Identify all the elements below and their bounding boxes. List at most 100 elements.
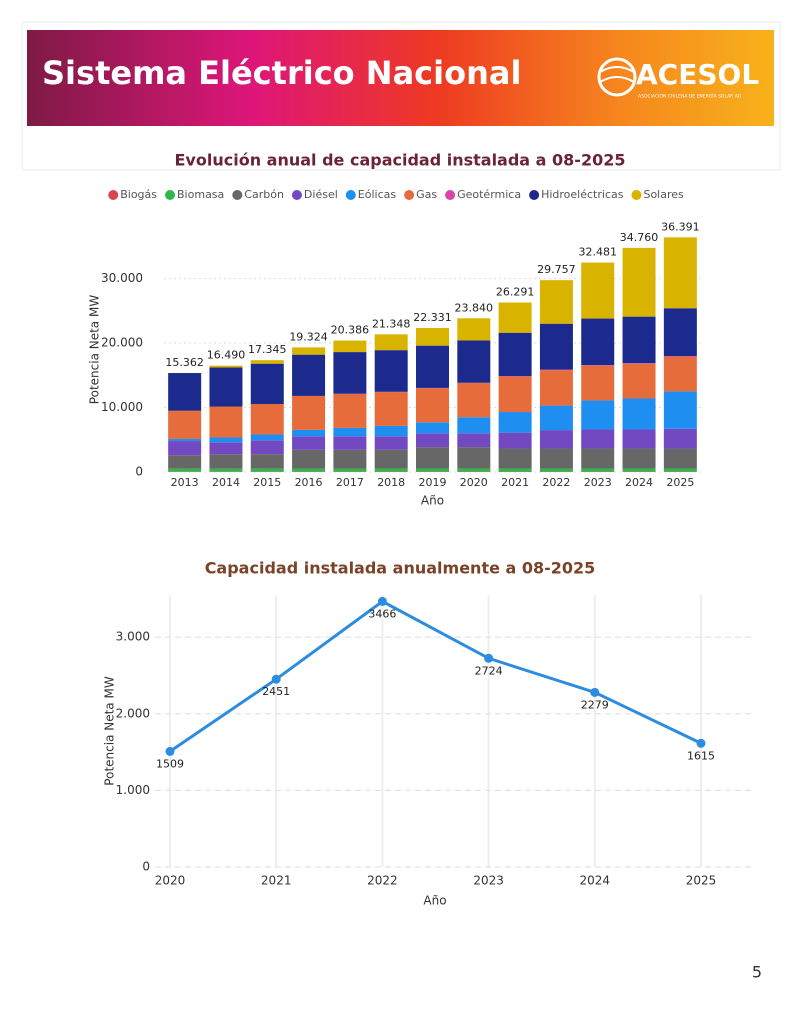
bar-segment: [168, 438, 202, 442]
bar-segment: [209, 406, 243, 438]
bar-segment: [374, 334, 408, 351]
bar-segment: [374, 425, 408, 437]
legend-marker: [108, 190, 119, 200]
legend-label: Geotérmica: [457, 188, 521, 201]
data-label: 1509: [156, 757, 184, 770]
header-banner: [27, 30, 774, 126]
bar-segment: [333, 427, 367, 437]
y-tick-label: 3.000: [116, 630, 150, 644]
logo-icon: [597, 57, 637, 97]
bar-segment: [250, 363, 284, 404]
bar-segment: [333, 436, 367, 450]
bar-segment: [539, 280, 573, 324]
bar-segment: [498, 448, 532, 469]
bar-segment: [622, 363, 656, 399]
x-tick-label: 2014: [212, 476, 240, 489]
point: [377, 596, 387, 606]
bar-segment: [292, 347, 326, 355]
total-label: 34.760: [620, 231, 659, 244]
bar-segment: [209, 454, 243, 469]
legend-label: Biogás: [120, 188, 157, 201]
x-tick-label: 2016: [295, 476, 323, 489]
data-label: 2279: [581, 698, 609, 711]
legend-marker: [232, 190, 243, 200]
bar-segment: [168, 373, 202, 411]
bar-segment: [416, 345, 449, 388]
legend-label: Carbón: [244, 188, 284, 201]
bar-segment: [457, 447, 491, 469]
x-tick-label: 2021: [501, 476, 529, 489]
bar-segment: [168, 468, 202, 472]
bar-segment: [622, 448, 656, 469]
bar-segment: [333, 340, 367, 353]
logo-tagline: ASOCIACIÓN CHILENA DE ENERGÍA SOLAR AG: [638, 93, 742, 100]
legend-label: Hidroeléctricas: [541, 188, 624, 201]
total-label: 19.324: [289, 330, 328, 343]
bar-segment: [250, 403, 284, 435]
bar-segment: [416, 447, 449, 469]
bar-segment: [416, 433, 449, 448]
x-tick-label: 2022: [367, 874, 398, 888]
data-label: 3466: [368, 607, 396, 620]
bar-segment: [622, 316, 656, 364]
legend-label: Biomasa: [177, 188, 224, 201]
chart-title: Evolución anual de capacidad instalada a…: [175, 151, 626, 170]
y-tick-label: 2.000: [116, 706, 150, 720]
bar-segment: [539, 369, 573, 371]
x-tick-label: 2022: [542, 476, 570, 489]
bar-segment: [622, 363, 656, 364]
data-label: 2724: [475, 664, 503, 677]
bar-segment: [498, 412, 532, 433]
point: [271, 674, 281, 684]
x-tick-label: 2023: [584, 476, 612, 489]
bar-segment: [292, 395, 326, 430]
legend-marker: [445, 190, 456, 200]
bar-segment: [622, 468, 656, 472]
bar-segment: [498, 432, 532, 449]
bar-segment: [539, 405, 573, 431]
x-tick-label: 2013: [171, 476, 199, 489]
total-label: 20.386: [331, 324, 370, 337]
bar-segment: [498, 376, 532, 377]
bar-segment: [457, 318, 491, 341]
x-axis-title: Año: [421, 494, 444, 508]
bar-segment: [622, 429, 656, 449]
bar-segment: [292, 354, 326, 396]
legend-label: Solares: [643, 188, 684, 201]
x-tick-label: 2020: [460, 476, 488, 489]
bar-segment: [250, 434, 284, 441]
bar-segment: [209, 468, 243, 472]
bar-segment: [622, 247, 656, 317]
total-label: 21.348: [372, 317, 411, 330]
line: [169, 599, 702, 753]
bar-segment: [374, 350, 408, 392]
bar-segment: [250, 468, 284, 472]
total-label: 16.490: [207, 349, 246, 362]
total-label: 36.391: [661, 220, 700, 233]
bar-segment: [292, 449, 326, 469]
y-tick-label: 20.000: [101, 336, 143, 350]
bar-segment: [663, 448, 697, 469]
bar-segment: [663, 356, 697, 357]
bar-segment: [581, 365, 615, 401]
bar-segment: [581, 468, 615, 472]
bar-segment: [663, 356, 697, 392]
y-axis-title: Potencia Neta MW: [103, 676, 117, 786]
x-tick-label: 2020: [155, 874, 186, 888]
y-tick-label: 1.000: [116, 783, 150, 797]
y-tick-label: 0: [135, 465, 143, 479]
bar-segment: [416, 468, 449, 472]
bar-segment: [498, 302, 532, 333]
bar-segment: [250, 360, 284, 364]
y-axis-title: Potencia Neta MW: [88, 295, 102, 405]
bar-segment: [457, 468, 491, 472]
bar-segment: [250, 454, 284, 469]
bar-segment: [581, 400, 615, 430]
legend-marker: [165, 190, 176, 200]
bar-segment: [539, 430, 573, 449]
bar-segment: [168, 441, 202, 456]
legend-marker: [631, 190, 642, 200]
bar-segment: [663, 237, 697, 309]
x-tick-label: 2021: [261, 874, 292, 888]
bar-segment: [539, 448, 573, 469]
